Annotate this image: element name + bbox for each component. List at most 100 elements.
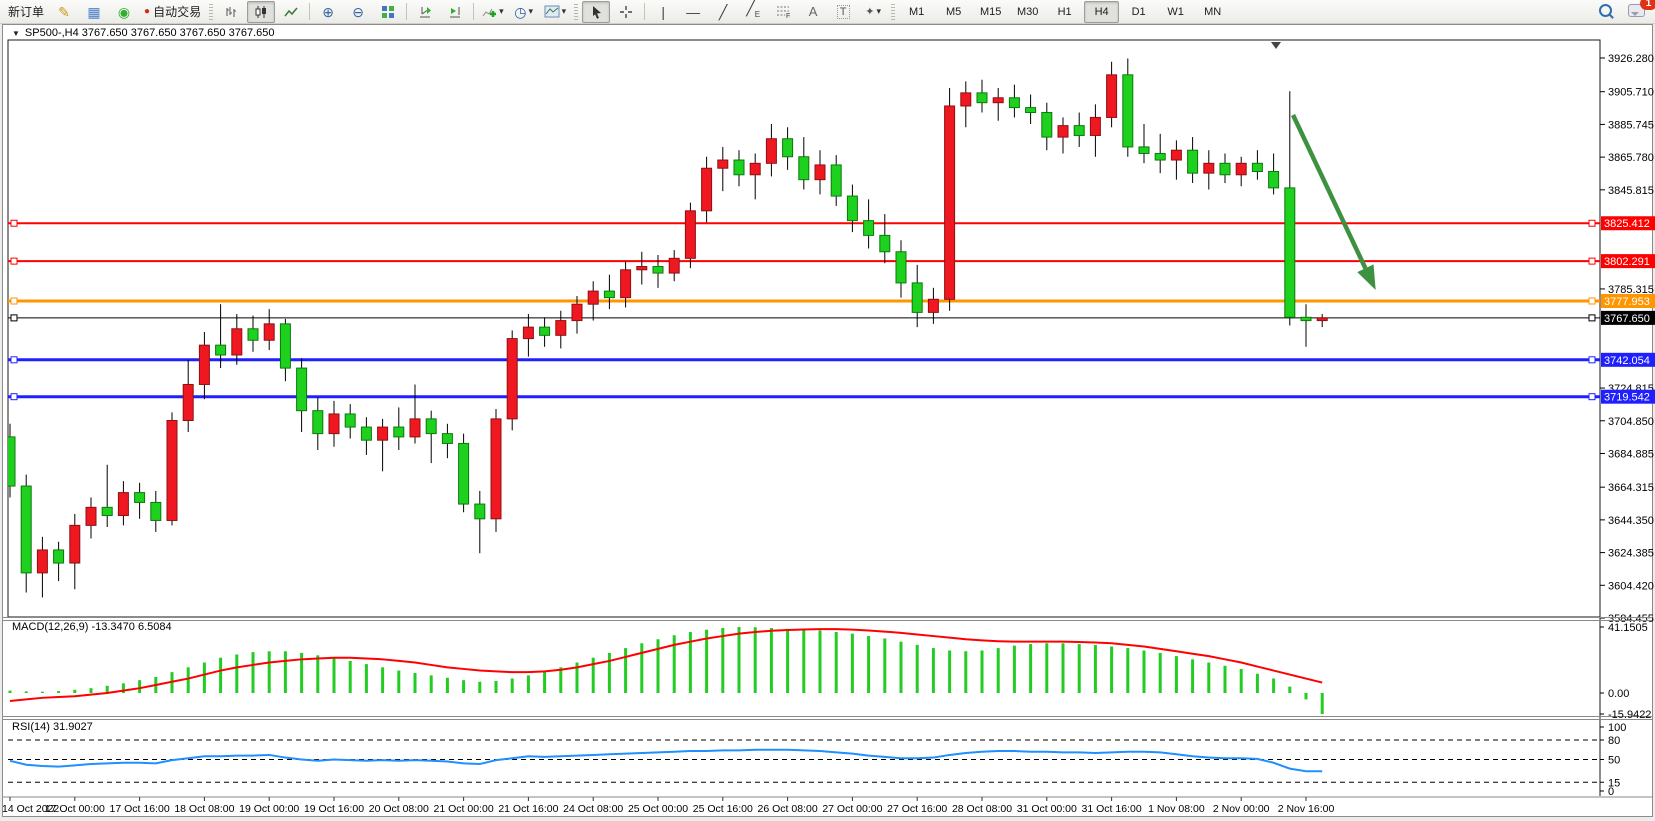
search-button[interactable]	[1595, 2, 1616, 19]
candle	[798, 156, 810, 181]
vertical-line-icon: |	[661, 3, 665, 20]
autotrading-button[interactable]: ● 自动交易	[140, 1, 205, 23]
candle	[587, 290, 599, 305]
trendline-icon: ╱	[718, 3, 728, 20]
price-axis-tick: 3926.280	[1608, 53, 1654, 65]
dropdown-caret-icon: ▾	[561, 6, 567, 16]
line-handle[interactable]	[1588, 219, 1596, 227]
price-tag	[1601, 254, 1655, 269]
price-tag-label: 3719.542	[1604, 392, 1650, 404]
fibonacci-tool[interactable]: F	[769, 1, 797, 23]
macd-signal-line	[9, 628, 1323, 703]
candle	[960, 92, 972, 107]
candle	[377, 426, 389, 441]
timeframe-m15[interactable]: M15	[979, 5, 1002, 18]
zoom-in-button[interactable]: ⊕	[314, 1, 342, 23]
rsi-axis-tick: 50	[1608, 755, 1620, 767]
new-order-button[interactable]: 新订单	[8, 5, 45, 19]
tile-windows-button[interactable]	[374, 1, 402, 23]
candle	[1041, 112, 1053, 138]
time-axis-label: 17 Oct 16:00	[110, 803, 170, 815]
time-axis-label: 25 Oct 16:00	[693, 803, 753, 815]
notifications-button[interactable]: 1	[1624, 0, 1655, 19]
vertical-line-tool[interactable]: |	[649, 1, 677, 23]
line-handle[interactable]	[10, 297, 18, 305]
time-axis-label: 18 Oct 08:00	[174, 803, 234, 815]
time-axis-label: 21 Oct 16:00	[498, 803, 558, 815]
timeframe-d1[interactable]: D1	[1131, 5, 1146, 18]
candle	[117, 492, 129, 517]
clock-icon: ◷	[514, 3, 527, 20]
periods-button[interactable]: ◷ ▾	[510, 1, 538, 23]
signals-button[interactable]: ◉	[110, 1, 138, 23]
indicators-button[interactable]: ▾	[478, 1, 508, 23]
timeframe-m30[interactable]: M30	[1016, 5, 1039, 18]
zoom-out-button[interactable]: ⊖	[344, 1, 372, 23]
candle	[490, 418, 502, 520]
candle	[360, 426, 372, 441]
candle	[1235, 162, 1247, 176]
line-handle[interactable]	[10, 314, 18, 322]
candle	[1219, 162, 1231, 176]
crosshair-button[interactable]	[612, 1, 640, 23]
timeframe-h1[interactable]: H1	[1057, 5, 1072, 18]
templates-button[interactable]: ▾	[540, 1, 571, 23]
price-tag	[1601, 293, 1655, 308]
price-axis-tick: 3644.350	[1608, 515, 1654, 527]
line-handle[interactable]	[10, 356, 18, 364]
timeframe-m1[interactable]: M1	[909, 5, 925, 18]
time-axis-label: 26 Oct 08:00	[758, 803, 818, 815]
cursor-icon	[592, 5, 601, 19]
arrow-annotation-head[interactable]	[1357, 264, 1376, 290]
equidistant-channel-tool[interactable]: ╱E	[739, 1, 767, 23]
candle	[409, 418, 421, 438]
rsi-axis-tick: 15	[1608, 777, 1620, 789]
line-handle[interactable]	[10, 393, 18, 401]
line-handle[interactable]	[10, 219, 18, 227]
candle	[652, 266, 664, 274]
trendline-tool[interactable]: ╱	[709, 1, 737, 23]
toolbar-grip	[574, 3, 579, 20]
candle	[1316, 317, 1328, 322]
arrows-tool[interactable]: ✦ ▾	[859, 1, 887, 23]
candle	[765, 138, 777, 164]
timeframe-h4[interactable]: H4	[1084, 0, 1120, 23]
timeframe-mn[interactable]: MN	[1204, 5, 1222, 18]
crosshair-icon	[620, 5, 633, 18]
candle	[1187, 149, 1199, 174]
line-handle[interactable]	[1588, 297, 1596, 305]
text-label-tool[interactable]: T	[829, 1, 857, 23]
line-handle[interactable]	[1588, 257, 1596, 265]
rsi-axis-tick: 100	[1608, 722, 1626, 734]
horizontal-line-tool[interactable]: —	[679, 1, 707, 23]
timeframe-m5[interactable]: M5	[946, 5, 962, 18]
candle	[198, 344, 210, 385]
tile-windows-icon	[382, 5, 395, 18]
chart-dropdown-icon[interactable]: ▼	[12, 28, 20, 38]
price-tag	[1601, 352, 1655, 367]
line-handle[interactable]	[10, 257, 18, 265]
terminal-button[interactable]: ▦	[80, 1, 108, 23]
candle	[1089, 116, 1101, 136]
chart-shift-button[interactable]	[441, 1, 469, 23]
candlestick-chart-button[interactable]	[247, 0, 276, 23]
macd-axis-tick: -15.9422	[1608, 709, 1651, 721]
line-handle[interactable]	[1588, 356, 1596, 364]
line-handle[interactable]	[1588, 393, 1596, 401]
candle	[458, 442, 470, 505]
arrow-annotation[interactable]	[1291, 114, 1368, 270]
line-chart-button[interactable]	[277, 1, 305, 23]
metaeditor-button[interactable]: ✎	[50, 1, 78, 23]
search-icon	[1599, 4, 1612, 17]
chart-shift-marker-icon[interactable]	[1271, 42, 1281, 49]
auto-scroll-button[interactable]	[411, 1, 439, 23]
rsi-line	[9, 748, 1323, 773]
cursor-button[interactable]	[582, 0, 611, 23]
text-tool[interactable]: A	[799, 1, 827, 23]
bar-chart-button[interactable]	[217, 1, 245, 23]
timeframe-w1[interactable]: W1	[1167, 5, 1184, 18]
line-handle[interactable]	[1588, 314, 1596, 322]
candle	[749, 162, 761, 176]
candle	[166, 420, 178, 521]
